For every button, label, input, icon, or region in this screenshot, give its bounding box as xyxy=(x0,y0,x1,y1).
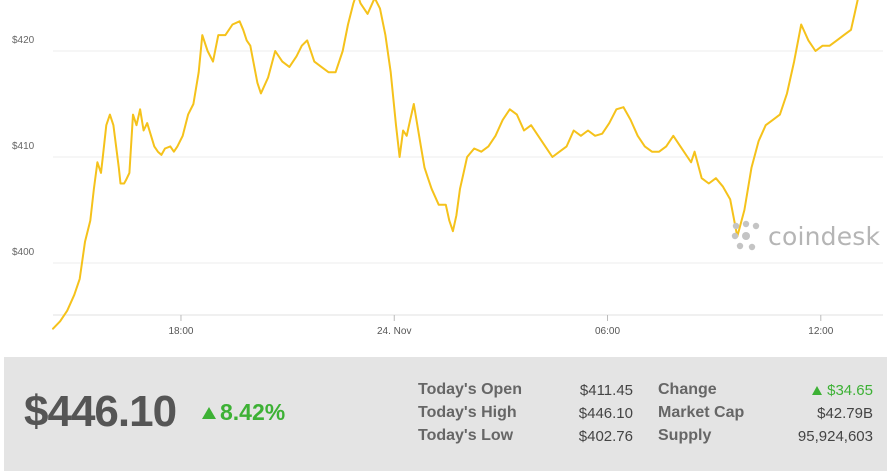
stat-value-market-cap: $42.79B xyxy=(817,405,873,422)
y-axis: $400$410$420$430$440 xyxy=(12,35,35,258)
stat-label-change: Change xyxy=(658,381,717,398)
series-layer xyxy=(52,0,883,330)
x-tick-label: 06:00 xyxy=(595,326,620,337)
y-tick-label: $410 xyxy=(12,141,35,152)
up-arrow-icon xyxy=(202,406,216,419)
stat-label-open: Today's Open xyxy=(418,381,522,398)
summary-panel: $446.10 8.42% Today's Open Today's High … xyxy=(4,357,887,471)
stat-value-low: $402.76 xyxy=(578,428,633,445)
up-arrow-icon xyxy=(812,386,823,395)
stat-label-low: Today's Low xyxy=(418,427,514,444)
stat-value-change: $34.65 xyxy=(812,382,873,399)
stat-label-market-cap: Market Cap xyxy=(658,404,745,421)
coindesk-wordmark: coindesk xyxy=(768,221,881,251)
change-percent-value: 8.42% xyxy=(220,399,286,425)
stat-value-open: $411.45 xyxy=(579,382,633,399)
x-tick-label: 24. Nov xyxy=(377,326,411,337)
stat-label-supply: Supply xyxy=(658,427,712,444)
current-price: $446.10 xyxy=(24,387,177,436)
price-line[interactable] xyxy=(52,0,883,330)
y-tick-label: $400 xyxy=(12,247,35,258)
y-tick-label: $420 xyxy=(12,35,35,46)
stat-value-supply: 95,924,603 xyxy=(797,428,873,445)
coindesk-watermark: coindesk xyxy=(730,219,880,253)
stat-value-change-text: $34.65 xyxy=(827,382,873,399)
x-tick-label: 18:00 xyxy=(168,326,193,337)
change-percent: 8.42% xyxy=(202,399,285,426)
stat-value-high: $446.10 xyxy=(578,405,633,422)
stat-label-high: Today's High xyxy=(418,404,517,421)
coindesk-logo-icon xyxy=(731,220,760,251)
x-tick-label: 12:00 xyxy=(808,326,833,337)
x-axis: 18:00 24. Nov 06:00 12:00 xyxy=(53,314,883,337)
